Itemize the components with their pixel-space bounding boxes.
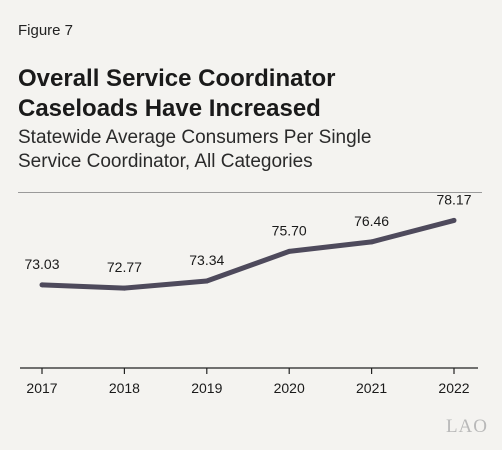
data-label: 78.17 xyxy=(436,191,471,207)
x-tick-label: 2018 xyxy=(109,380,140,396)
x-tick-label: 2022 xyxy=(438,380,469,396)
title-line-2: Caseloads Have Increased xyxy=(18,95,321,122)
x-tick-label: 2017 xyxy=(26,380,57,396)
chart-subtitle: Statewide Average Consumers Per Single S… xyxy=(18,126,488,174)
subtitle-line-1: Statewide Average Consumers Per Single xyxy=(18,127,372,148)
data-point xyxy=(369,239,375,245)
title-divider xyxy=(18,192,482,193)
x-tick-label: 2019 xyxy=(191,380,222,396)
lao-logo: LAO xyxy=(445,416,488,437)
subtitle-line-2: Service Coordinator, All Categories xyxy=(18,151,313,172)
data-point xyxy=(121,285,127,291)
data-label: 73.03 xyxy=(24,256,59,272)
figure-label: Figure 7 xyxy=(18,22,74,39)
chart-title: Overall Service Coordinator Caseloads Ha… xyxy=(18,64,488,124)
data-point xyxy=(39,282,45,288)
x-tick-label: 2021 xyxy=(356,380,387,396)
x-tick-label: 2020 xyxy=(274,380,305,396)
data-point xyxy=(204,278,210,284)
data-label: 73.34 xyxy=(189,252,224,268)
series-line xyxy=(41,217,455,291)
title-line-1: Overall Service Coordinator xyxy=(18,65,336,92)
data-point xyxy=(286,248,292,254)
data-label: 72.77 xyxy=(107,259,142,275)
data-label: 76.46 xyxy=(354,213,389,229)
data-point xyxy=(451,217,457,223)
data-label: 75.70 xyxy=(272,222,307,238)
